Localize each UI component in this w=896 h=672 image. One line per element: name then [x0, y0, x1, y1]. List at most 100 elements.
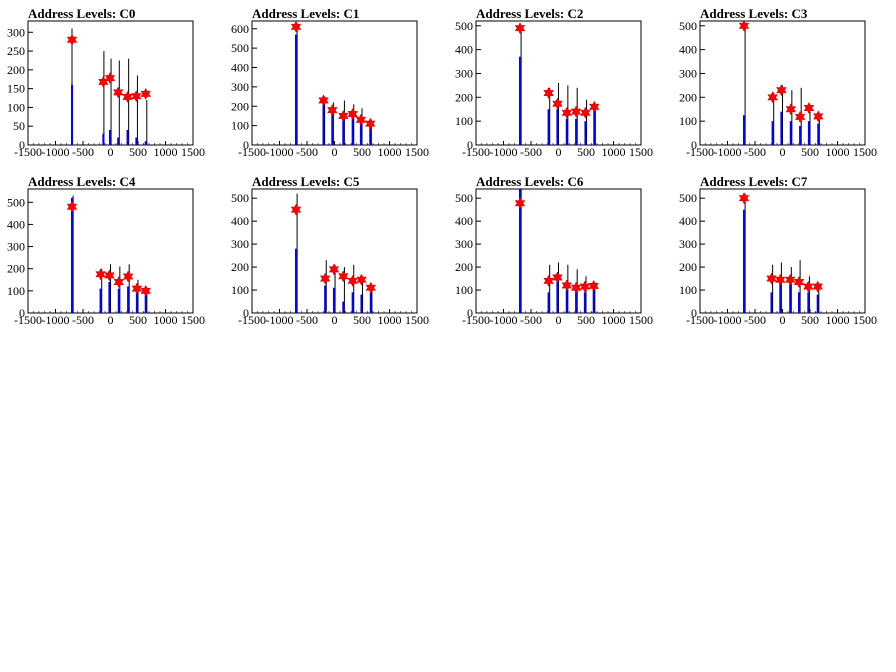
x-tick-label: -500	[520, 313, 542, 327]
y-tick-label: 200	[455, 260, 473, 274]
peak-marker	[356, 273, 367, 286]
x-tick-label: 0	[108, 313, 114, 327]
peak-marker	[347, 107, 358, 121]
histogram-bar	[126, 129, 129, 145]
x-tick-label: -1000	[42, 145, 70, 159]
y-tick-label: 500	[7, 195, 25, 209]
y-tick-label: 0	[467, 306, 473, 320]
y-tick-label: 250	[7, 44, 25, 58]
histogram-bar	[807, 121, 810, 145]
histogram-bar	[547, 109, 550, 145]
histogram-plot: -1500 -1000 -500 0 500 1000 1500 0 100 200 300 400 5…	[455, 19, 653, 159]
y-tick-label: 500	[455, 191, 473, 205]
panel-title: Address Levels: C7	[700, 174, 808, 189]
peak-marker	[290, 203, 302, 216]
x-tick-label: -1000	[266, 145, 294, 159]
histogram-bar	[771, 121, 774, 145]
peak-marker	[514, 197, 526, 210]
peak-marker	[580, 106, 591, 119]
peak-marker	[290, 20, 302, 33]
histogram-bar	[369, 292, 372, 313]
x-tick-label: 1500	[181, 313, 205, 327]
x-tick-label: -500	[296, 145, 318, 159]
y-tick-label: 200	[7, 262, 25, 276]
x-tick-label: -1500	[14, 313, 42, 327]
x-tick-label: 0	[556, 313, 562, 327]
peak-marker	[328, 263, 340, 276]
histogram-bar	[556, 109, 559, 145]
y-tick-label: 400	[455, 214, 473, 228]
histogram-bar	[71, 197, 73, 313]
y-tick-label: 500	[679, 191, 697, 205]
histogram-bar	[799, 125, 802, 145]
histogram-bar	[351, 292, 354, 313]
histogram-panel: Address Levels: C5 -1500 -1000 -500 0 500 1000…	[224, 168, 448, 336]
y-tick-label: 200	[455, 90, 473, 104]
peak-marker	[113, 275, 124, 289]
y-tick-label: 100	[455, 114, 473, 128]
histogram-bar	[342, 301, 345, 313]
peak-marker	[588, 279, 599, 292]
y-tick-label: 400	[455, 43, 473, 57]
peak-marker	[561, 106, 572, 119]
peak-marker	[766, 272, 777, 285]
histogram-panel: Address Levels: C7 -1500 -1000 -500 0 500 1000…	[672, 168, 896, 336]
x-tick-label: -1000	[266, 313, 294, 327]
y-tick-label: 200	[679, 90, 697, 104]
x-tick-label: 1500	[853, 313, 877, 327]
histogram-panel: Address Levels: C1 -1500 -1000 -500 0 500 1000…	[224, 0, 448, 168]
x-tick-label: -1500	[686, 313, 714, 327]
histogram-bar	[593, 109, 596, 145]
histogram-bar	[770, 292, 773, 313]
x-tick-label: 1000	[378, 313, 402, 327]
x-tick-label: 1000	[378, 145, 402, 159]
histogram-bar	[519, 56, 521, 146]
panel-title: Address Levels: C3	[700, 6, 808, 21]
x-tick-label: -1000	[714, 313, 742, 327]
panel-title: Address Levels: C2	[476, 6, 584, 21]
x-tick-label: 0	[780, 313, 786, 327]
x-tick-label: 500	[129, 145, 147, 159]
x-tick-label: -1500	[686, 145, 714, 159]
y-tick-label: 300	[231, 237, 249, 251]
histogram-bar	[102, 133, 105, 145]
histogram-bar	[816, 294, 819, 313]
x-tick-label: -1000	[490, 313, 518, 327]
histogram-bar	[556, 280, 559, 313]
x-tick-label: 0	[332, 313, 338, 327]
x-tick-label: -1000	[714, 145, 742, 159]
y-tick-label: 0	[691, 306, 697, 320]
peak-marker	[140, 284, 151, 297]
x-tick-label: 1000	[602, 313, 626, 327]
panel-title: Address Levels: C1	[252, 6, 360, 21]
peak-marker	[140, 87, 151, 100]
peak-marker	[784, 273, 796, 286]
histogram-panel: Address Levels: C2 -1500 -1000 -500 0 500 1000…	[448, 0, 672, 168]
histogram-bar	[359, 121, 362, 145]
y-tick-label: 100	[231, 283, 249, 297]
x-tick-label: 500	[129, 313, 147, 327]
x-tick-label: 1500	[181, 145, 205, 159]
peak-marker	[327, 104, 338, 117]
y-tick-label: 500	[231, 191, 249, 205]
x-tick-label: -500	[744, 313, 766, 327]
y-tick-label: 500	[455, 19, 473, 33]
x-tick-label: -1500	[238, 313, 266, 327]
y-tick-label: 300	[679, 66, 697, 80]
histogram-bar	[71, 84, 73, 145]
y-tick-label: 100	[455, 283, 473, 297]
peak-marker	[318, 94, 329, 107]
y-tick-label: 300	[679, 237, 697, 251]
histogram-panel: Address Levels: C3 -1500 -1000 -500 0 500 1000…	[672, 0, 896, 168]
x-tick-label: -500	[520, 145, 542, 159]
peak-marker	[131, 90, 142, 103]
peak-marker	[570, 281, 582, 294]
histogram-bar	[108, 282, 111, 313]
histogram-bar	[135, 137, 138, 145]
peak-marker	[131, 282, 143, 295]
histogram-plot: -1500 -1000 -500 0 500 1000 1500 0 100 200 300 400 5…	[231, 20, 429, 159]
peak-marker	[543, 86, 554, 100]
histogram-plot: -1500 -1000 -500 0 500 1000 1500 0 100 200 300 400 5…	[679, 188, 877, 327]
histogram-bar	[295, 248, 297, 313]
x-tick-label: 1000	[154, 313, 178, 327]
